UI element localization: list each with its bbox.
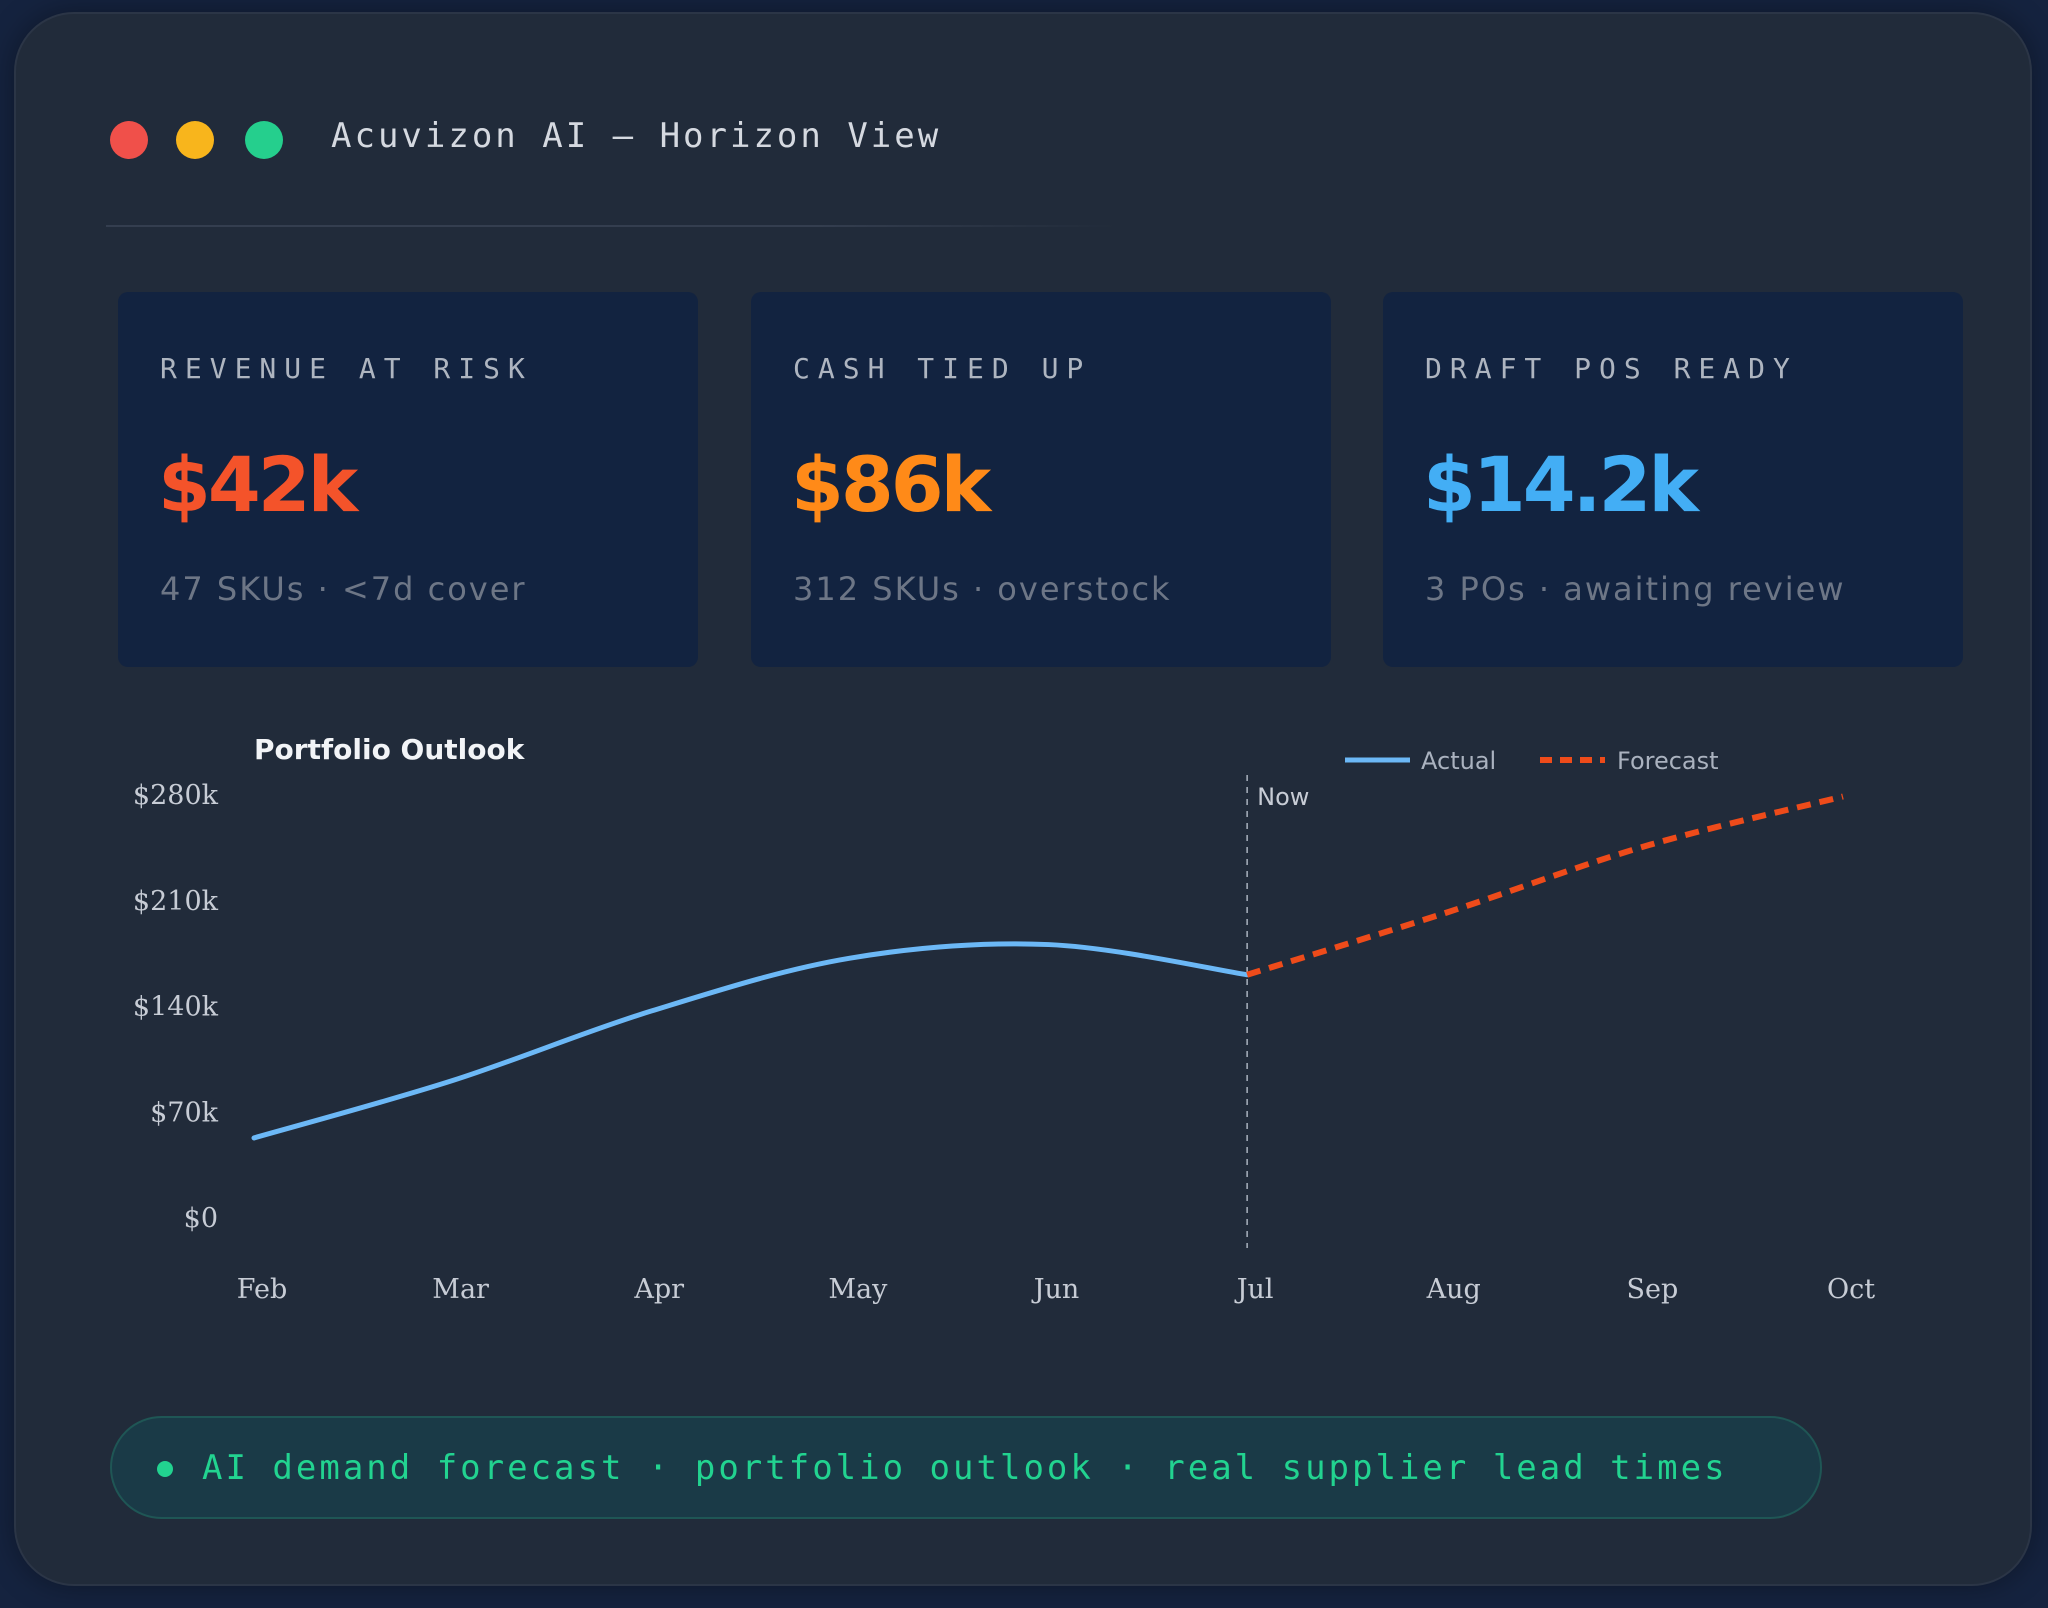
cash-tied-up-card[interactable]: CASH TIED UP $86k 312 SKUs · overstock — [751, 292, 1331, 667]
card-value: $42k — [158, 440, 358, 529]
plot-area: Now — [251, 775, 1844, 1248]
series-line-actual — [251, 941, 1250, 1141]
x-tick-label: Apr — [633, 1274, 684, 1305]
card-subtext: 3 POs · awaiting review — [1425, 570, 1846, 608]
status-dot-icon — [157, 1461, 173, 1477]
card-subtext: 312 SKUs · overstock — [793, 570, 1172, 608]
chart-title: Portfolio Outlook — [254, 733, 526, 766]
minimize-window-button[interactable] — [176, 121, 214, 159]
card-label: DRAFT POS READY — [1425, 352, 1798, 385]
x-tick-label: Jun — [1031, 1274, 1080, 1305]
x-tick-label: May — [828, 1274, 888, 1305]
legend: Actual Forecast — [1345, 747, 1719, 775]
x-tick-label: Aug — [1426, 1274, 1481, 1305]
x-tick-label: Oct — [1827, 1274, 1875, 1305]
x-axis: Feb Mar Apr May Jun Jul Aug Sep Oct — [237, 1274, 1875, 1305]
y-tick-label: $0 — [184, 1203, 218, 1234]
y-tick-label: $70k — [150, 1097, 219, 1128]
footer-status-pill: AI demand forecast · portfolio outlook ·… — [110, 1416, 1822, 1519]
x-tick-label: Feb — [237, 1274, 288, 1305]
now-marker-label: Now — [1257, 783, 1309, 811]
draft-pos-ready-card[interactable]: DRAFT POS READY $14.2k 3 POs · awaiting … — [1383, 292, 1963, 667]
header-divider — [106, 225, 1116, 227]
legend-forecast-label: Forecast — [1617, 747, 1719, 775]
maximize-window-button[interactable] — [245, 121, 283, 159]
y-axis: $0 $70k $140k $210k $280k — [133, 780, 219, 1234]
card-subtext: 47 SKUs · <7d cover — [160, 570, 527, 608]
y-tick-label: $210k — [133, 886, 219, 917]
series-line-forecast — [1246, 793, 1844, 978]
footer-status-text: AI demand forecast · portfolio outlook ·… — [202, 1448, 1728, 1488]
app-window: Acuvizon AI — Horizon View REVENUE AT RI… — [14, 12, 2032, 1586]
y-tick-label: $280k — [133, 780, 219, 811]
revenue-at-risk-card[interactable]: REVENUE AT RISK $42k 47 SKUs · <7d cover — [118, 292, 698, 667]
legend-actual-label: Actual — [1421, 747, 1496, 775]
card-label: CASH TIED UP — [793, 352, 1092, 385]
card-label: REVENUE AT RISK — [160, 352, 533, 385]
x-tick-label: Mar — [432, 1274, 489, 1305]
close-window-button[interactable] — [110, 121, 148, 159]
x-tick-label: Jul — [1234, 1274, 1274, 1305]
x-tick-label: Sep — [1626, 1274, 1678, 1305]
card-value: $86k — [791, 440, 991, 529]
window-title: Acuvizon AI — Horizon View — [331, 116, 942, 156]
card-value: $14.2k — [1423, 440, 1699, 529]
y-tick-label: $140k — [133, 992, 219, 1023]
